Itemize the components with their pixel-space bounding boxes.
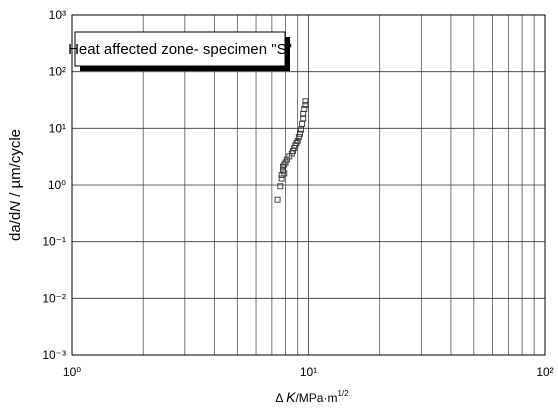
marker: [300, 115, 307, 122]
marker: [281, 170, 288, 177]
marker: [277, 183, 284, 190]
plot-frame: [71, 14, 546, 356]
y-tick-label: 10²: [49, 65, 66, 79]
y-tick-label: 10¹: [49, 121, 66, 135]
marker: [302, 98, 309, 105]
y-tick-label: 10⁻²: [42, 291, 66, 305]
x-tick-label: 10²: [536, 365, 553, 379]
marker: [278, 175, 285, 182]
marker: [301, 105, 308, 112]
annotation: Heat affected zone- specimen "S": [68, 41, 292, 58]
x-label-part: /MPa·m: [295, 391, 337, 405]
y-label-part: da/d: [7, 212, 24, 241]
marker: [302, 101, 309, 108]
y-label-part: N: [7, 201, 24, 212]
x-label-part: K: [286, 389, 296, 405]
y-axis-label: da/dN / µm/cycle: [7, 129, 24, 241]
y-label-part: / µm/cycle: [7, 129, 24, 201]
y-tick-label: 10⁻¹: [42, 235, 66, 249]
y-tick-label: 10⁰: [48, 178, 66, 192]
marker: [295, 134, 302, 141]
marker: [274, 196, 281, 203]
y-tick-label: 10³: [49, 8, 66, 22]
x-axis-label: Δ K/MPa·m1/2: [275, 389, 349, 405]
marker: [299, 120, 306, 127]
x-label-part: 1/2: [337, 389, 349, 398]
marker: [298, 126, 304, 133]
y-tick-label: 10⁻³: [42, 348, 66, 362]
marker: [294, 137, 301, 144]
x-tick-label: 10⁰: [63, 365, 81, 379]
annotation-box: [74, 31, 286, 67]
marker: [296, 130, 303, 137]
x-label-part: Δ: [275, 391, 286, 405]
x-tick-label: 10¹: [300, 365, 317, 379]
